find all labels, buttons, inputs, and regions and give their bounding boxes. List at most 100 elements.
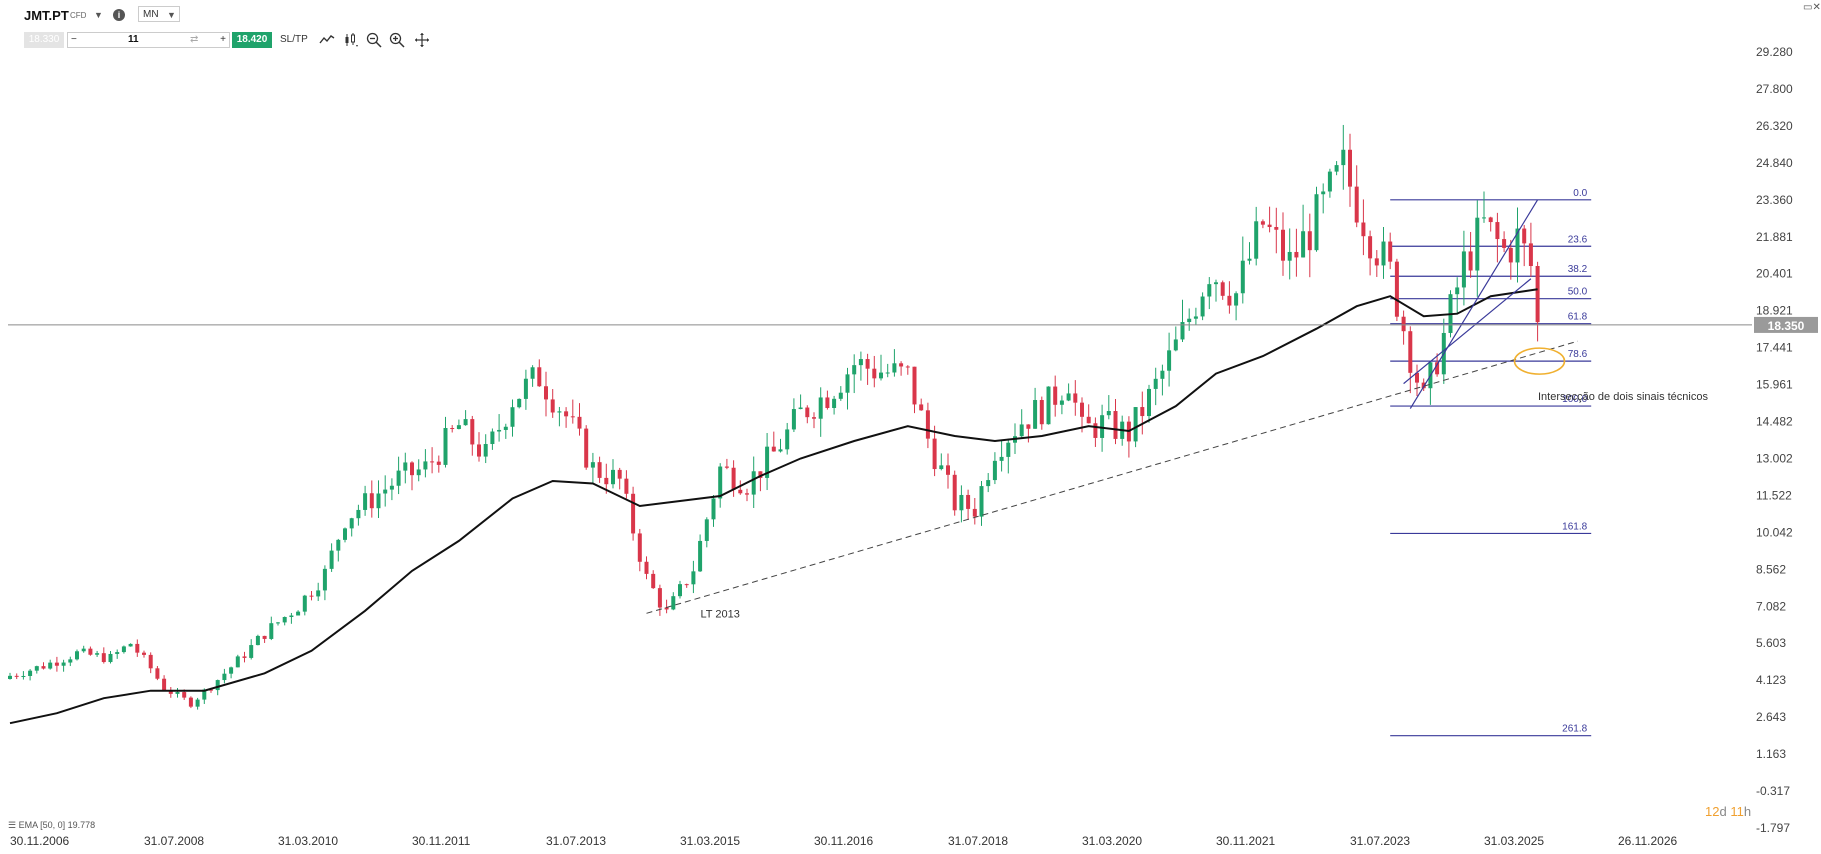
quantity-stepper[interactable]: − 11 ⇄ +	[67, 32, 230, 48]
candle-down	[631, 493, 636, 534]
price-tag-label: 18.350	[1768, 319, 1805, 333]
sell-price-button[interactable]: 18.330	[24, 32, 64, 48]
candle-down	[1495, 222, 1500, 240]
candle-down	[584, 428, 589, 468]
y-tick-label: -0.317	[1756, 784, 1790, 798]
candle-up	[852, 365, 857, 375]
candle-up	[791, 409, 796, 430]
y-tick-label: 21.881	[1756, 230, 1793, 244]
candle-down	[1374, 258, 1379, 266]
candle-up	[1207, 284, 1212, 297]
candle-up	[1200, 296, 1205, 317]
candle-up	[276, 622, 280, 624]
candle-up	[939, 465, 944, 470]
candle-down	[1227, 295, 1232, 306]
candle-up	[1334, 165, 1339, 172]
candle-up	[376, 493, 381, 509]
x-tick-label: 31.07.2018	[948, 834, 1008, 848]
y-tick-label: 2.643	[1756, 710, 1786, 724]
candle-down	[168, 690, 173, 694]
candle-down	[1388, 241, 1393, 262]
candle-up	[1147, 388, 1151, 417]
candle-up	[115, 652, 120, 654]
candle-up	[108, 653, 113, 663]
x-tick-label: 30.11.2021	[1216, 834, 1275, 848]
candle-down	[1086, 416, 1091, 424]
candle-up	[838, 392, 843, 399]
candles-icon[interactable]	[343, 32, 359, 48]
candle-up	[1327, 171, 1332, 192]
plus-button[interactable]: +	[220, 34, 226, 45]
symbol-name[interactable]: JMT.PT	[24, 8, 69, 23]
candle-up	[316, 590, 321, 597]
candle-down	[637, 533, 642, 562]
candle-up	[879, 372, 883, 379]
candle-up	[195, 699, 200, 707]
candle-down	[242, 656, 247, 658]
candle-up	[1153, 378, 1158, 389]
candle-up	[383, 489, 388, 494]
fibonacci-retracement[interactable]: 0.0 23.6 38.2 50.0 61.8 78.6 100.0 161.8 261.8	[1390, 188, 1592, 737]
ema-50-line	[9, 288, 1538, 725]
candle-down	[1113, 411, 1118, 439]
fib-level-label: 261.8	[1562, 724, 1587, 735]
candle-down	[1528, 243, 1533, 267]
candle-down	[436, 461, 441, 465]
candle-up	[1160, 370, 1165, 379]
indicator-list-icon[interactable]: ☰	[8, 820, 19, 830]
candle-down	[1260, 221, 1265, 225]
y-tick-label: 24.840	[1756, 156, 1793, 170]
candle-down	[1274, 227, 1279, 230]
candle-up	[222, 673, 227, 681]
timer-days: 12	[1705, 804, 1720, 819]
candle-up	[678, 584, 682, 597]
quantity-value[interactable]: 11	[128, 34, 139, 45]
candlestick-series	[8, 124, 1540, 710]
candle-up	[1240, 260, 1245, 294]
candle-down	[1026, 424, 1031, 429]
minus-button[interactable]: −	[71, 34, 77, 45]
candle-up	[1187, 318, 1192, 323]
timeframe-select[interactable]: MN ▼	[138, 6, 180, 22]
x-tick-label: 31.07.2023	[1350, 834, 1410, 848]
candle-down	[865, 359, 870, 369]
candle-up	[28, 670, 33, 676]
candle-up	[235, 656, 240, 668]
candle-down	[54, 662, 59, 666]
info-icon[interactable]: i	[113, 9, 125, 21]
line-chart-icon[interactable]	[319, 32, 335, 48]
candle-up	[463, 419, 468, 426]
close-icon[interactable]: ▭✕	[1803, 2, 1821, 13]
candle-down	[1401, 316, 1406, 332]
y-tick-label: 17.441	[1756, 341, 1793, 355]
candle-up	[1247, 258, 1252, 261]
y-tick-label: 10.042	[1756, 525, 1793, 539]
crosshair-icon[interactable]	[414, 32, 430, 48]
candle-up	[249, 645, 254, 658]
buy-price-button[interactable]: 18.420	[232, 32, 272, 48]
current-price: 18.350	[8, 316, 1818, 333]
swap-icon[interactable]: ⇄	[190, 34, 199, 45]
candle-up	[1515, 228, 1520, 263]
candle-down	[812, 417, 816, 419]
x-tick-label: 31.03.2025	[1484, 834, 1544, 848]
sltp-button[interactable]: SL/TP	[280, 34, 308, 45]
chevron-down-icon[interactable]: ▼	[94, 10, 103, 20]
candle-down	[1394, 261, 1399, 317]
candle-up	[691, 571, 696, 585]
candle-down	[209, 689, 213, 691]
candle-up	[396, 470, 401, 486]
candle-up	[590, 462, 595, 468]
instrument-type: CFD	[70, 11, 87, 20]
zoom-out-icon[interactable]	[366, 32, 382, 48]
candle-up	[503, 426, 508, 430]
candle-up	[611, 469, 615, 485]
drawings[interactable]: LT 2013 Intersecção de dois sinais técnic…	[646, 199, 1709, 621]
candle-down	[262, 635, 267, 639]
candle-down	[544, 386, 548, 400]
candle-up	[336, 539, 341, 551]
ema-indicator-label[interactable]: ☰ EMA [50, 0] 19.778	[8, 820, 95, 831]
zoom-in-icon[interactable]	[389, 32, 405, 48]
x-tick-label: 30.11.2011	[412, 834, 471, 848]
